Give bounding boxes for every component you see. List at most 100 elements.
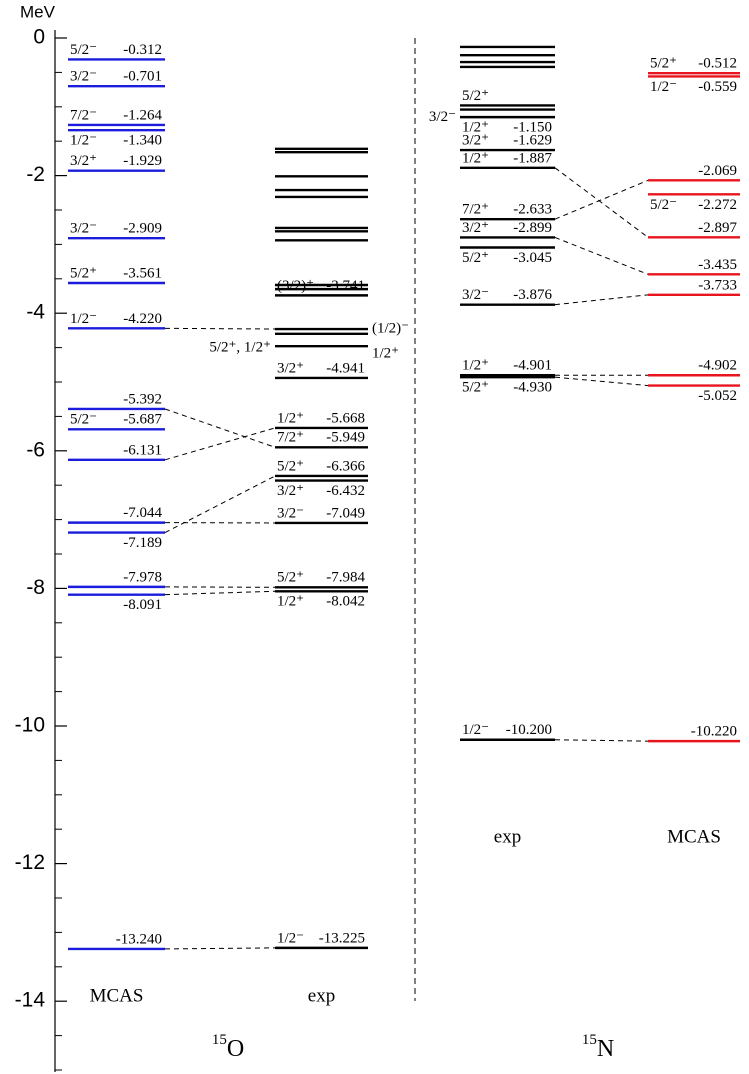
- nucleus-mass: 15: [582, 1032, 597, 1048]
- value-label: -13.240: [116, 931, 162, 947]
- nucleus-label: 15N: [582, 1032, 614, 1061]
- y-tick-label: -6: [26, 438, 45, 461]
- value-label: -2.909: [123, 221, 162, 237]
- nucleus-label: 15O: [212, 1032, 244, 1061]
- value-label: -1.340: [123, 133, 162, 149]
- level-link: [164, 408, 276, 448]
- spin-label: 3/2⁻: [462, 287, 489, 303]
- nucleus-mass: 15: [212, 1032, 227, 1048]
- value-label: -6.366: [326, 458, 365, 474]
- column-title: exp: [494, 826, 521, 847]
- spin-label: 7/2⁻: [70, 107, 97, 123]
- value-label: -10.200: [506, 722, 552, 738]
- value-label: -7.189: [123, 535, 162, 551]
- value-label: -5.687: [123, 412, 162, 428]
- spin-label: 3/2⁻: [277, 505, 304, 521]
- level-link: [164, 327, 276, 330]
- spin-label: 3/2⁺: [277, 483, 304, 499]
- value-label: -1.629: [513, 133, 552, 149]
- spin-label: 5/2⁺: [277, 458, 304, 474]
- y-tick-label: -8: [26, 576, 45, 599]
- value-label: -4.901: [513, 358, 552, 374]
- value-label: -3.561: [123, 265, 162, 281]
- spin-label: 5/2⁺: [650, 56, 677, 72]
- spin-label: 3/2⁻: [429, 109, 456, 125]
- value-label: -7.044: [123, 505, 162, 521]
- level-link: [554, 236, 649, 275]
- value-label: -4.941: [326, 360, 365, 376]
- level-link: [554, 294, 649, 306]
- value-label: -8.091: [123, 597, 162, 613]
- value-label: -2.899: [513, 220, 552, 236]
- y-axis-label: MeV: [20, 2, 56, 21]
- value-label: -5.668: [326, 410, 365, 426]
- spin-label: 1/2⁻: [650, 79, 677, 95]
- spin-label: 7/2⁺: [462, 202, 489, 218]
- spin-label: 1/2⁺: [462, 150, 489, 166]
- level-link: [554, 167, 649, 238]
- spin-label: 5/2⁻: [70, 42, 97, 58]
- value-label: -0.312: [123, 42, 162, 58]
- value-label: -1.929: [123, 153, 162, 169]
- value-label: -4.930: [513, 380, 552, 396]
- spin-label: 1/2⁻: [277, 930, 304, 946]
- spin-label: (3/2)⁺: [277, 278, 314, 294]
- spin-label: 5/2⁺, 1/2⁺: [209, 339, 271, 355]
- level-link: [164, 475, 276, 534]
- spin-label: 1/2⁻: [462, 722, 489, 738]
- value-label: -10.220: [691, 724, 737, 740]
- spin-label: 1/2⁺: [462, 358, 489, 374]
- spin-label: 1/2⁺: [372, 346, 399, 362]
- value-label: -3.741: [326, 278, 365, 294]
- value-label: -13.225: [319, 930, 365, 946]
- value-label: -7.978: [123, 569, 162, 585]
- column-title: MCAS: [90, 985, 144, 1006]
- value-label: -2.272: [698, 197, 737, 213]
- spin-label: 1/2⁻: [70, 311, 97, 327]
- spin-label: 1/2⁻: [70, 133, 97, 149]
- level-link: [554, 376, 649, 387]
- spin-label: (1/2)⁻: [372, 320, 409, 336]
- y-tick-label: -12: [15, 851, 45, 874]
- spin-label: 5/2⁻: [650, 197, 677, 213]
- spin-label: 3/2⁺: [462, 220, 489, 236]
- value-label: -0.559: [698, 79, 737, 95]
- spin-label: 1/2⁺: [277, 594, 304, 610]
- level-link: [554, 739, 649, 742]
- spin-label: 5/2⁺: [462, 380, 489, 396]
- value-label: -2.069: [698, 163, 737, 179]
- nucleus-symbol: O: [227, 1036, 244, 1062]
- value-label: -1.887: [513, 150, 552, 166]
- value-label: -5.052: [698, 388, 737, 404]
- level-link: [164, 590, 276, 596]
- column-title: MCAS: [667, 826, 721, 847]
- spin-label: 7/2⁺: [277, 430, 304, 446]
- y-tick-label: 0: [33, 26, 45, 49]
- spin-label: 3/2⁺: [70, 153, 97, 169]
- y-tick-label: -10: [15, 714, 45, 737]
- spin-label: 5/2⁺: [462, 250, 489, 266]
- value-label: -2.633: [513, 202, 552, 218]
- spin-label: 3/2⁺: [462, 133, 489, 149]
- value-label: -0.701: [123, 69, 162, 85]
- value-label: -1.264: [123, 107, 162, 123]
- y-tick-label: -14: [15, 989, 46, 1012]
- spin-label: 1/2⁺: [462, 120, 489, 136]
- value-label: -2.897: [698, 220, 737, 236]
- level-link: [164, 947, 276, 950]
- nucleus-symbol: N: [597, 1036, 614, 1062]
- value-label: -3.876: [513, 287, 552, 303]
- value-label: -1.150: [513, 120, 552, 136]
- value-label: -7.984: [326, 570, 365, 586]
- value-label: -7.049: [326, 505, 365, 521]
- value-label: -4.220: [123, 311, 162, 327]
- value-label: -5.392: [123, 391, 162, 407]
- value-label: -6.432: [326, 483, 365, 499]
- value-label: -4.902: [698, 358, 737, 374]
- spin-label: 3/2⁻: [70, 221, 97, 237]
- spin-label: 5/2⁺: [70, 265, 97, 281]
- value-label: -8.042: [326, 594, 365, 610]
- y-tick-label: -2: [26, 163, 45, 186]
- value-label: -3.045: [513, 250, 552, 266]
